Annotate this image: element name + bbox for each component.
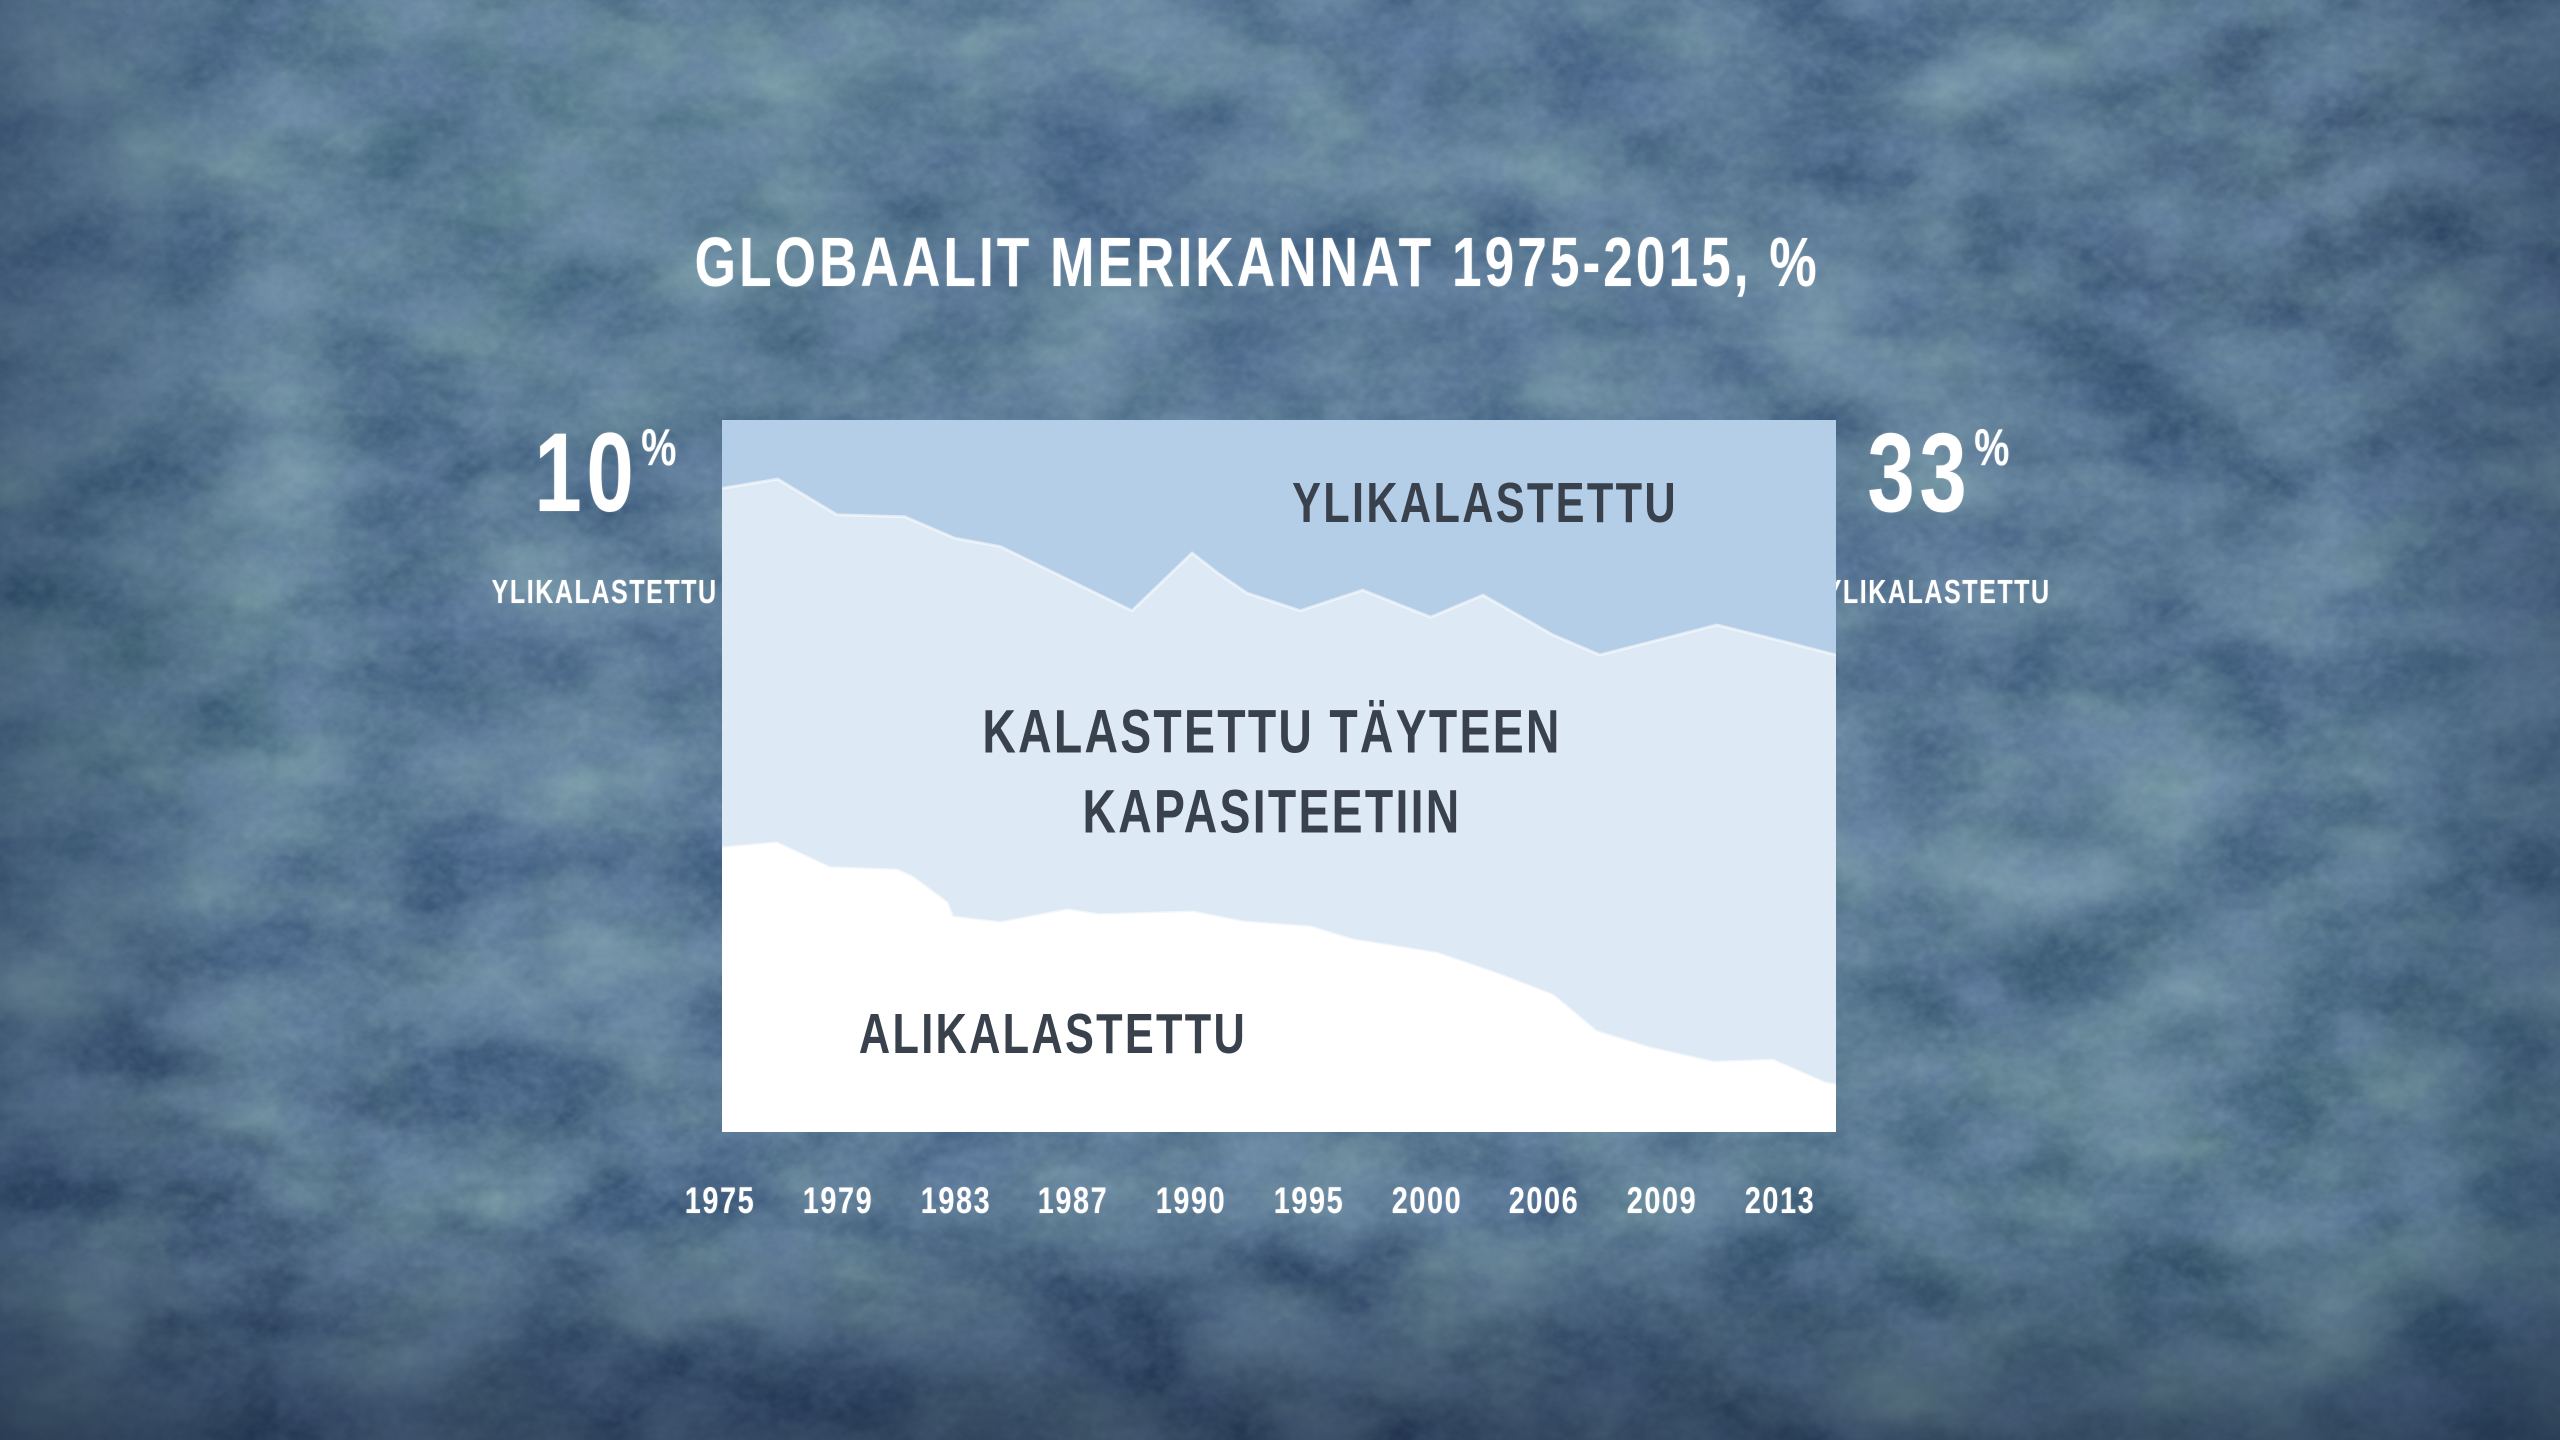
annotation-start-value-line: 10% (445, 417, 765, 559)
boundary-overfished-edge (722, 477, 1836, 657)
x-axis-label-2000: 2000 (1391, 1180, 1462, 1221)
x-axis-label-1987: 1987 (1038, 1180, 1109, 1221)
area-label-underfished: ALIKALASTETTU (858, 1001, 1247, 1066)
x-axis-label-1995: 1995 (1273, 1180, 1345, 1221)
x-axis-label-1975: 1975 (684, 1180, 756, 1221)
boundary-underfished-edge (722, 841, 1836, 1087)
page-title: GLOBAALIT MERIKANNAT 1975-2015, % (0, 222, 2514, 302)
percent-sign: % (1973, 419, 2009, 477)
area-underfished (722, 842, 1836, 1132)
annotation-end-label: YLIKALASTETTU (1825, 573, 2051, 610)
area-label-overfished: YLIKALASTETTU (1292, 471, 1678, 536)
annotation-start-overfished: 10% YLIKALASTETTU (445, 417, 765, 611)
x-axis-label-2013: 2013 (1744, 1180, 1816, 1221)
annotation-start-label: YLIKALASTETTU (492, 573, 718, 610)
area-label-full-capacity: KALASTETTU TÄYTEEN KAPASITEETIIN (983, 691, 1562, 852)
x-axis-label-1990: 1990 (1155, 1180, 1227, 1221)
x-axis-label-2009: 2009 (1627, 1180, 1698, 1221)
area-label-full-capacity-line2: KAPASITEETIIN (1082, 777, 1462, 846)
stacked-area-chart: YLIKALASTETTU KALASTETTU TÄYTEEN KAPASIT… (722, 420, 1836, 1132)
percent-sign: % (640, 419, 676, 477)
chart-canvas (722, 420, 1836, 1132)
x-axis: 1975 1979 1983 1987 1990 1995 2000 2006 2009 2013 (662, 1180, 1898, 1230)
annotation-start-value: 10 (533, 410, 638, 535)
page-title-text: GLOBAALIT MERIKANNAT 1975-2015, % (694, 223, 1820, 301)
annotation-end-overfished: 33% YLIKALASTETTU (1778, 417, 2098, 611)
annotation-end-value-line: 33% (1778, 417, 2098, 559)
x-axis-label-2006: 2006 (1509, 1180, 1580, 1221)
area-label-full-capacity-line1: KALASTETTU TÄYTEEN (982, 697, 1562, 766)
x-axis-label-1983: 1983 (920, 1180, 991, 1221)
annotation-end-value: 33 (1866, 410, 1971, 535)
x-axis-label-1979: 1979 (802, 1180, 873, 1221)
